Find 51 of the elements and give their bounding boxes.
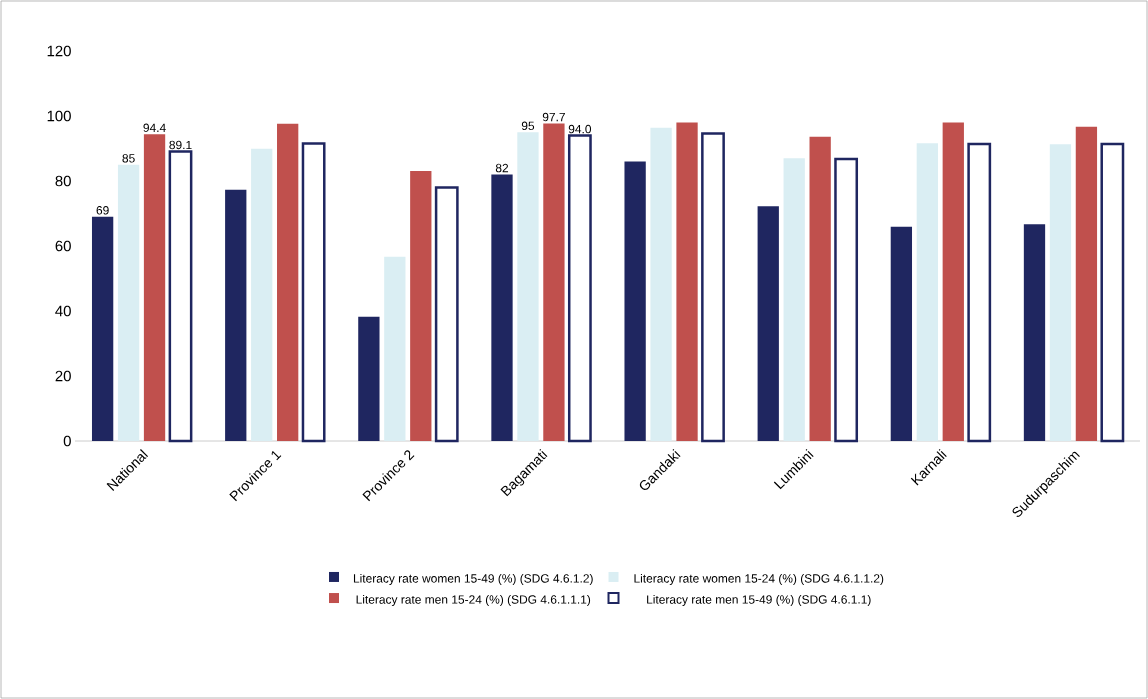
y-tick-label: 60 <box>55 240 71 252</box>
bar <box>567 134 592 443</box>
bar <box>1023 224 1046 441</box>
bar <box>117 164 140 441</box>
bar <box>384 256 406 441</box>
bar <box>410 170 432 441</box>
bar <box>1049 144 1072 441</box>
data-label: 89.1 <box>169 140 192 150</box>
y-tick-label: 100 <box>47 110 71 122</box>
bar <box>890 226 913 441</box>
bar <box>676 122 698 441</box>
data-label: 94.0 <box>568 124 592 134</box>
bar <box>1100 142 1125 443</box>
bar <box>916 143 938 441</box>
bar <box>967 142 992 443</box>
bar <box>650 127 672 441</box>
bar <box>225 189 247 441</box>
bar <box>624 161 646 441</box>
legend-label: Literacy rate men 15-49 (%) (SDG 4.6.1.1) <box>647 594 871 607</box>
data-label: 85 <box>122 154 135 163</box>
bar <box>543 123 565 441</box>
bar <box>491 174 513 441</box>
data-label: 95 <box>521 121 535 131</box>
bar <box>143 134 166 441</box>
bar <box>434 186 459 443</box>
y-tick-label: 20 <box>55 370 71 382</box>
bar <box>834 157 859 443</box>
y-tick-label: 0 <box>63 435 71 447</box>
bar <box>783 158 805 441</box>
y-tick-label: 40 <box>55 305 71 317</box>
bar <box>517 132 539 441</box>
y-tick-label: 80 <box>55 175 71 187</box>
legend-label: Literacy rate men 15-24 (%) (SDG 4.6.1.1.1) <box>356 594 591 607</box>
bar <box>168 150 193 443</box>
bar <box>701 132 725 443</box>
bar <box>301 142 326 443</box>
data-label: 97.7 <box>542 112 565 122</box>
bar <box>1075 126 1098 441</box>
bar <box>358 316 380 441</box>
y-tick-label: 120 <box>47 45 71 57</box>
bar <box>757 206 779 441</box>
data-label: 82 <box>495 163 509 173</box>
bar <box>942 122 964 441</box>
data-label: 69 <box>96 206 109 215</box>
bar <box>91 216 114 441</box>
legend-label: Literacy rate women 15-24 (%) (SDG 4.6.1.1.2) <box>634 573 884 586</box>
bar <box>277 123 299 441</box>
bar <box>251 148 273 441</box>
data-label: 94.4 <box>143 123 166 132</box>
legend-label: Literacy rate women 15-49 (%) (SDG 4.6.1.2) <box>353 573 593 586</box>
bar <box>809 136 831 441</box>
